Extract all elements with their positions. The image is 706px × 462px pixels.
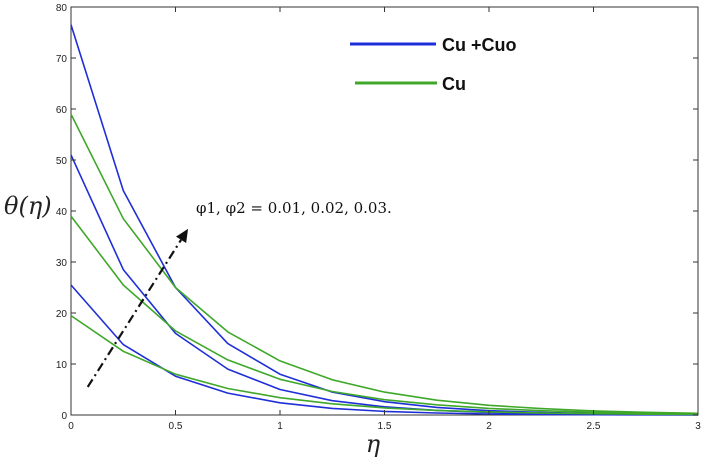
y-tick-label: 40 [56, 207, 68, 218]
annotation-arrow [86, 228, 189, 388]
x-tick-label: 2 [486, 421, 492, 432]
x-tick-label: 0.5 [169, 421, 183, 432]
x-tick-label: 2.5 [587, 421, 601, 432]
y-tick-label: 0 [61, 411, 67, 422]
x-tick-label: 0 [68, 421, 74, 432]
arrow-head [176, 228, 189, 244]
x-tick-label: 3 [695, 421, 701, 432]
y-tick-label: 70 [56, 54, 68, 65]
y-tick-label: 60 [56, 105, 68, 116]
legend: Cu +Cuo Cu [350, 35, 517, 94]
x-tick-label: 1.5 [378, 421, 392, 432]
annotation-text: φ1, φ2 = 0.01, 0.02, 0.03. [196, 199, 392, 217]
x-tick-label: 1 [277, 421, 283, 432]
legend-label-cu-cuo: Cu +Cuo [442, 35, 517, 55]
y-axis-title: θ(η) [4, 192, 52, 220]
y-tick-label: 20 [56, 309, 68, 320]
legend-label-cu: Cu [442, 74, 466, 94]
y-tick-label: 80 [56, 3, 68, 14]
x-axis-title: η [366, 430, 381, 458]
y-tick-label: 30 [56, 258, 68, 269]
y-tick-label: 50 [56, 156, 68, 167]
plot-area [70, 6, 699, 416]
y-tick-label: 10 [56, 360, 68, 371]
